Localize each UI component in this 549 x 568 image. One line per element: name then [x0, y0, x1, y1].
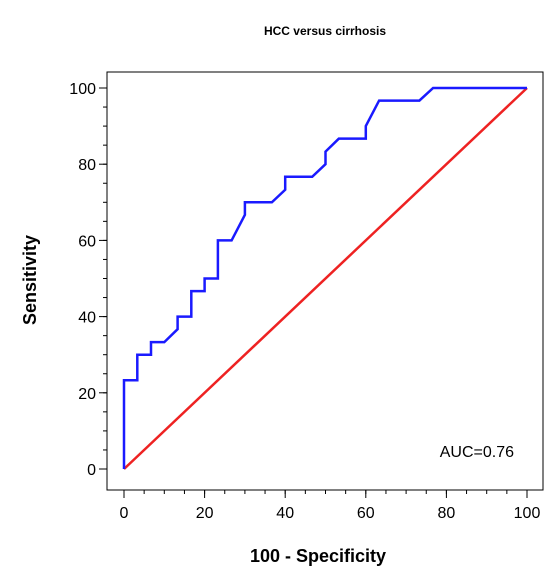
x-tick-label: 100 — [514, 505, 541, 522]
y-tick-label: 100 — [69, 81, 96, 98]
x-tick-label: 60 — [357, 505, 375, 522]
y-tick-label: 40 — [78, 310, 96, 327]
x-tick-label: 80 — [438, 505, 456, 522]
y-tick-label: 60 — [78, 233, 96, 250]
x-tick-label: 0 — [120, 505, 129, 522]
x-tick-label: 40 — [276, 505, 294, 522]
chart-title: HCC versus cirrhosis — [264, 24, 386, 38]
y-tick-label: 20 — [78, 386, 96, 403]
reference-diagonal-line — [123, 87, 528, 470]
axis-ticks: 0 20 40 60 80 100 0 20 40 60 80 100 — [69, 81, 540, 522]
y-tick-label: 80 — [78, 157, 96, 174]
y-tick-label: 0 — [87, 462, 96, 479]
auc-annotation: AUC=0.76 — [440, 444, 514, 461]
series-layer — [122, 86, 528, 470]
y-axis-label: Sensitivity — [20, 235, 40, 325]
roc-curve-line — [122, 86, 527, 469]
x-axis-label: 100 - Specificity — [250, 546, 386, 566]
x-tick-label: 20 — [196, 505, 214, 522]
